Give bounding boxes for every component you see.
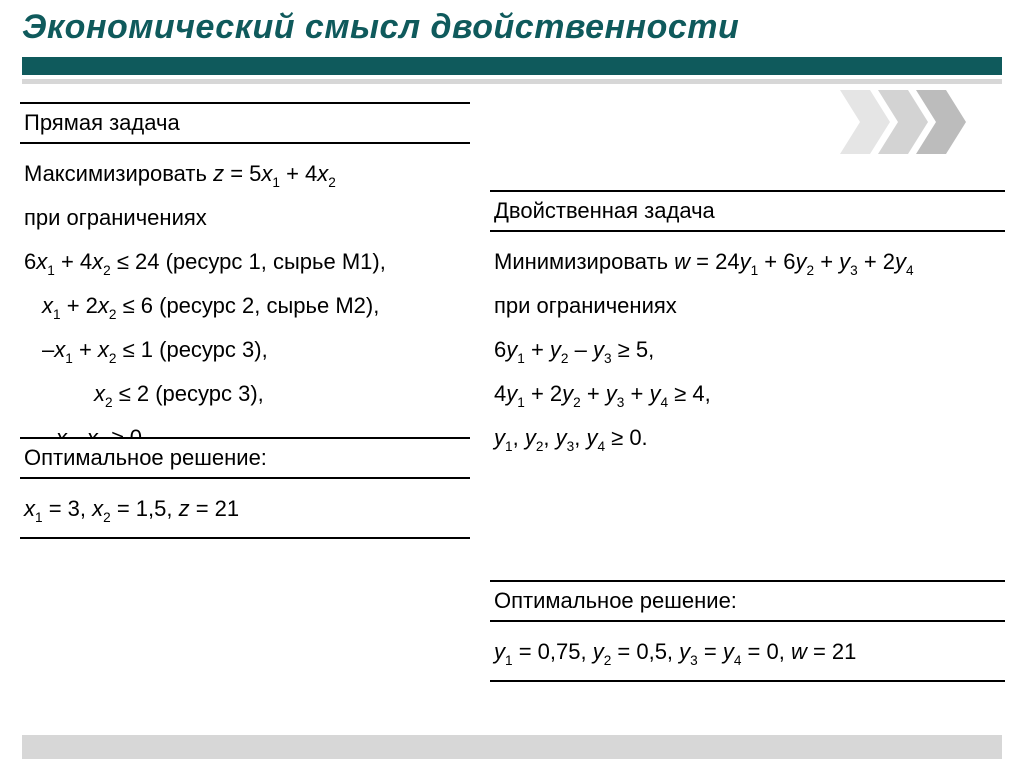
footer-bar <box>22 735 1002 759</box>
title-underline-light <box>22 79 1002 84</box>
dual-objective: Минимизировать w = 24y1 + 6y2 + y3 + 2y4 <box>494 240 1001 284</box>
primal-solution-body: x1 = 3, x2 = 1,5, z = 21 <box>20 479 470 539</box>
title-underline-dark <box>22 57 1002 75</box>
dual-constraints: 6y1 + y2 – y3 ≥ 5,4y1 + 2y2 + y3 + y4 ≥ … <box>494 328 1001 460</box>
primal-panel: Прямая задача Максимизировать z = 5x1 + … <box>20 102 470 468</box>
dual-solution: y1 = 0,75, y2 = 0,5, y3 = y4 = 0, w = 21 <box>494 630 1001 674</box>
constraint-line: 4y1 + 2y2 + y3 + y4 ≥ 4, <box>494 372 1001 416</box>
dual-panel: Двойственная задача Минимизировать w = 2… <box>490 190 1005 466</box>
primal-constraints-label: при ограничениях <box>24 196 466 240</box>
constraint-line: 6y1 + y2 – y3 ≥ 5, <box>494 328 1001 372</box>
slide-header: Экономический смысл двойственности <box>0 0 1024 51</box>
primal-solution-panel: Оптимальное решение: x1 = 3, x2 = 1,5, z… <box>20 437 470 539</box>
constraint-line: 6x1 + 4x2 ≤ 24 (ресурс 1, сырье M1), <box>24 240 466 284</box>
primal-solution: x1 = 3, x2 = 1,5, z = 21 <box>24 487 466 531</box>
dual-header: Двойственная задача <box>490 190 1005 232</box>
slide-body: Прямая задача Максимизировать z = 5x1 + … <box>0 102 1024 702</box>
primal-solution-header: Оптимальное решение: <box>20 437 470 479</box>
primal-constraints: 6x1 + 4x2 ≤ 24 (ресурс 1, сырье M1),x1 +… <box>24 240 466 460</box>
slide-title: Экономический смысл двойственности <box>22 8 1002 47</box>
constraint-line: x2 ≤ 2 (ресурс 3), <box>24 372 466 416</box>
primal-header: Прямая задача <box>20 102 470 144</box>
dual-solution-panel: Оптимальное решение: y1 = 0,75, y2 = 0,5… <box>490 580 1005 682</box>
constraint-line: –x1 + x2 ≤ 1 (ресурс 3), <box>24 328 466 372</box>
dual-solution-header: Оптимальное решение: <box>490 580 1005 622</box>
primal-body: Максимизировать z = 5x1 + 4x2 при ограни… <box>20 144 470 468</box>
dual-constraints-label: при ограничениях <box>494 284 1001 328</box>
primal-objective: Максимизировать z = 5x1 + 4x2 <box>24 152 466 196</box>
constraint-line: y1, y2, y3, y4 ≥ 0. <box>494 416 1001 460</box>
dual-solution-body: y1 = 0,75, y2 = 0,5, y3 = y4 = 0, w = 21 <box>490 622 1005 682</box>
constraint-line: x1 + 2x2 ≤ 6 (ресурс 2, сырье M2), <box>24 284 466 328</box>
dual-body: Минимизировать w = 24y1 + 6y2 + y3 + 2y4… <box>490 232 1005 466</box>
